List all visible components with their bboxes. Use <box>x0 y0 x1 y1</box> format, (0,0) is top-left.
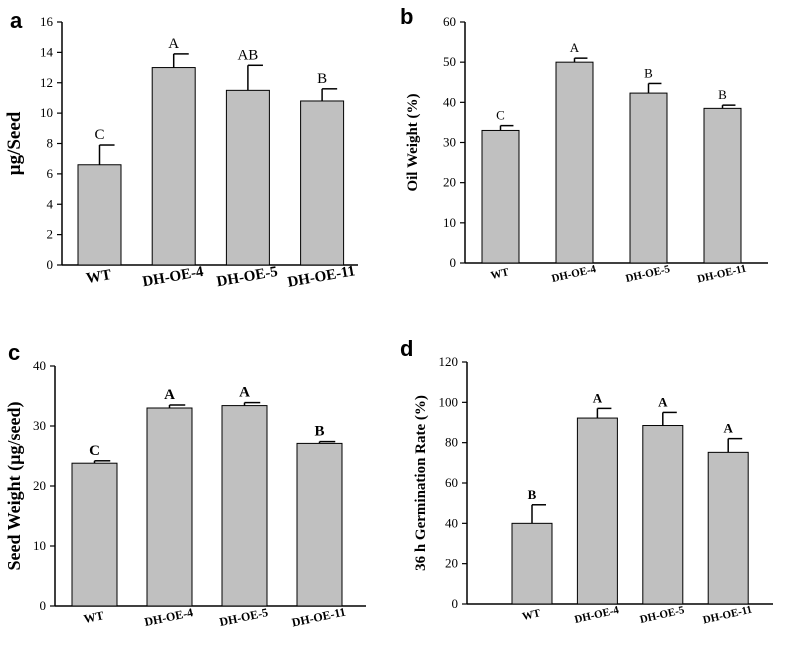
chart-panel-b: b 0 10 20 30 40 50 60 Oil Weight (%) C WT A DH-OE-4 B… <box>400 4 768 286</box>
y-tick-label: 60 <box>443 14 456 29</box>
significance-label: A <box>658 394 668 409</box>
y-tick-label: 80 <box>445 435 458 450</box>
x-category-label: WT <box>82 608 104 626</box>
y-tick-label: 16 <box>40 14 54 29</box>
y-tick-label: 40 <box>445 515 458 530</box>
x-category-label: DH-OE-11 <box>286 263 356 291</box>
significance-label: A <box>239 385 250 401</box>
bar-DH-OE-11 <box>300 100 345 266</box>
x-category-label: WT <box>521 607 542 623</box>
y-tick-label: 2 <box>47 227 54 242</box>
x-category-label: DH-OE-5 <box>218 605 269 629</box>
bar-DH-OE-5 <box>221 405 268 607</box>
x-category-label: DH-OE-11 <box>696 263 748 286</box>
significance-label: C <box>89 443 100 459</box>
y-tick-label: 10 <box>443 215 456 230</box>
x-category-label: DH-OE-11 <box>290 605 346 630</box>
chart-panel-c: c 0 10 20 30 40 Seed Weight (µg/seed) C WT A DH-OE… <box>4 340 366 630</box>
significance-label: B <box>644 65 653 80</box>
x-category-label: WT <box>85 267 112 287</box>
x-category-label: DH-OE-4 <box>573 604 620 626</box>
y-tick-label: 6 <box>47 166 54 181</box>
bar-DH-OE-11 <box>703 107 742 264</box>
x-category-label: DH-OE-5 <box>639 604 686 626</box>
bar-DH-OE-4 <box>576 417 618 605</box>
y-axis-title: 36 h Germination Rate (%) <box>413 395 429 571</box>
significance-label: A <box>593 390 603 405</box>
bar-DH-OE-5 <box>629 92 668 264</box>
x-category-label: DH-OE-11 <box>702 604 754 627</box>
y-axis-title: µg/Seed <box>4 111 25 175</box>
significance-label: C <box>94 127 104 143</box>
bar-DH-OE-5 <box>642 425 684 605</box>
y-tick-label: 4 <box>47 196 54 211</box>
bar-WT <box>77 164 122 266</box>
y-tick-label: 8 <box>47 136 54 151</box>
y-tick-label: 60 <box>445 475 458 490</box>
bar-WT <box>71 462 118 607</box>
y-tick-label: 20 <box>443 175 456 190</box>
y-tick-label: 0 <box>450 255 457 270</box>
significance-label: B <box>314 424 324 440</box>
x-category-label: DH-OE-4 <box>143 605 194 629</box>
significance-label: B <box>718 87 727 102</box>
y-tick-label: 14 <box>40 44 54 59</box>
y-axis-title: Oil Weight (%) <box>405 93 421 191</box>
chart-panel-a: a 0 2 4 6 8 10 12 14 16 µg/Seed C WT A DH-OE-4 AB DH-OE-… <box>4 8 358 291</box>
y-axis-title: Seed Weight (µg/seed) <box>4 401 25 570</box>
y-tick-label: 10 <box>40 105 53 120</box>
significance-label: A <box>168 36 179 52</box>
x-category-label: DH-OE-5 <box>215 264 279 290</box>
y-tick-label: 120 <box>439 354 459 369</box>
significance-label: B <box>528 487 537 502</box>
bar-WT <box>481 129 520 264</box>
panel-letter-c: c <box>8 340 20 365</box>
chart-panel-d: d 0 20 40 60 80 100 120 36 h Germination Rate (%… <box>400 336 773 627</box>
bar-DH-OE-4 <box>146 407 193 607</box>
panel-letter-d: d <box>400 336 413 361</box>
significance-label: A <box>164 387 175 403</box>
bar-DH-OE-5 <box>225 89 270 266</box>
bar-DH-OE-11 <box>707 451 749 605</box>
y-tick-label: 30 <box>443 135 456 150</box>
y-tick-label: 10 <box>33 538 46 553</box>
significance-label: C <box>496 108 505 123</box>
y-tick-label: 0 <box>40 598 47 613</box>
bar-DH-OE-11 <box>296 442 343 607</box>
x-category-label: DH-OE-4 <box>141 264 205 291</box>
y-tick-label: 12 <box>40 75 53 90</box>
x-category-label: WT <box>490 266 511 282</box>
y-tick-label: 0 <box>452 596 459 611</box>
y-tick-label: 100 <box>439 394 459 409</box>
bar-DH-OE-4 <box>151 67 196 266</box>
y-tick-label: 0 <box>47 257 54 272</box>
bar-WT <box>511 522 553 605</box>
significance-label: AB <box>237 47 258 63</box>
y-tick-label: 40 <box>33 358 46 373</box>
significance-label: B <box>317 71 327 87</box>
bar-DH-OE-4 <box>555 61 594 264</box>
significance-label: A <box>570 40 580 55</box>
panel-letter-a: a <box>10 8 23 33</box>
significance-label: A <box>724 421 734 436</box>
y-tick-label: 20 <box>33 478 46 493</box>
y-tick-label: 20 <box>445 556 458 571</box>
panel-letter-b: b <box>400 4 413 29</box>
y-tick-label: 50 <box>443 54 456 69</box>
x-category-label: DH-OE-5 <box>624 263 671 285</box>
y-tick-label: 40 <box>443 94 456 109</box>
y-tick-label: 30 <box>33 418 46 433</box>
x-category-label: DH-OE-4 <box>550 263 597 285</box>
